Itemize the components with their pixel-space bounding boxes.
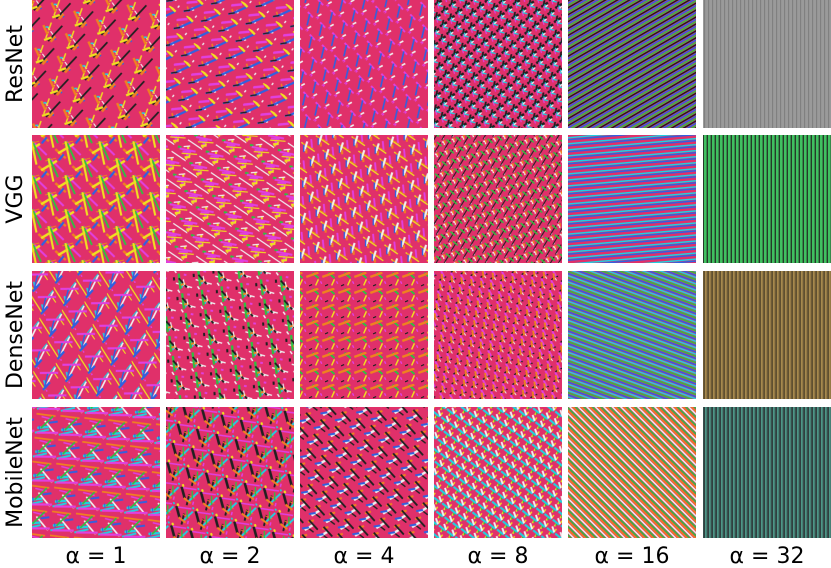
row-label: VGG <box>3 174 28 223</box>
pattern-image <box>434 135 562 263</box>
pattern-image <box>32 271 160 399</box>
pattern-image <box>32 0 160 128</box>
pattern-image <box>703 135 831 263</box>
column-label: α = 8 <box>468 544 529 568</box>
row-label: ResNet <box>3 25 28 103</box>
pattern-image <box>434 271 562 399</box>
pattern-image <box>300 271 428 399</box>
pattern-image <box>166 407 294 538</box>
column-label: α = 2 <box>200 544 261 568</box>
pattern-image <box>32 407 160 538</box>
pattern-image <box>166 135 294 263</box>
pattern-image <box>300 407 428 538</box>
row-label: DenseNet <box>3 281 28 389</box>
pattern-image <box>568 135 696 263</box>
pattern-image <box>703 271 831 399</box>
pattern-image <box>568 407 696 538</box>
pattern-image <box>703 0 831 128</box>
pattern-image <box>300 135 428 263</box>
pattern-image <box>568 271 696 399</box>
pattern-image <box>434 0 562 128</box>
pattern-image <box>300 0 428 128</box>
column-label: α = 4 <box>334 544 395 568</box>
row-label: MobileNet <box>3 417 28 528</box>
pattern-image <box>703 407 831 538</box>
pattern-image <box>166 271 294 399</box>
pattern-image <box>32 135 160 263</box>
pattern-image <box>166 0 294 128</box>
column-label: α = 16 <box>595 544 670 568</box>
pattern-image <box>434 407 562 538</box>
pattern-image <box>568 0 696 128</box>
column-label: α = 32 <box>730 544 805 568</box>
column-label: α = 1 <box>66 544 127 568</box>
